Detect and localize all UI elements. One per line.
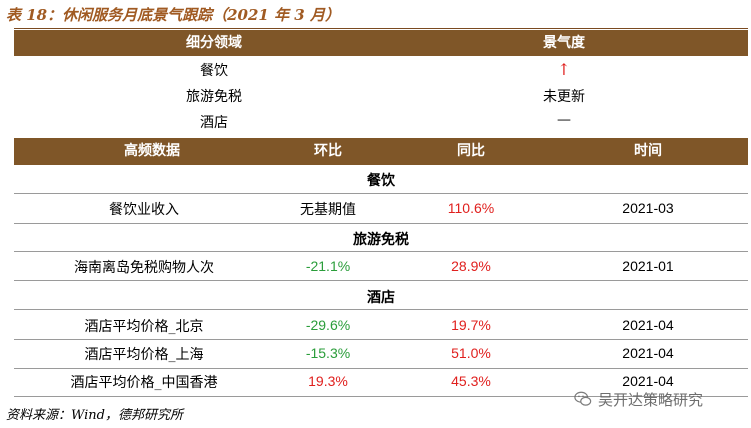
yoy-value: 28.9% <box>451 258 491 274</box>
section-title: 餐饮 <box>367 173 395 189</box>
header-sentiment: 景气度 <box>543 35 585 51</box>
table-title: 表 18：休闲服务月底景气跟踪（2021 年 3 月） <box>6 6 340 24</box>
indicator-label: 餐饮业收入 <box>109 202 179 218</box>
header-mom: 环比 <box>314 143 342 159</box>
indicator-label: 酒店平均价格_上海 <box>84 347 204 363</box>
yoy-value: 19.7% <box>451 317 491 333</box>
mom-value: -29.6% <box>305 317 351 333</box>
mom-value: -15.3% <box>305 345 351 361</box>
header-indicator: 高频数据 <box>124 143 180 159</box>
section-title: 酒店 <box>367 290 395 306</box>
indicator-label: 酒店平均价格_北京 <box>84 319 204 335</box>
row-divider <box>14 368 748 369</box>
mom-value: -21.1% <box>305 258 351 274</box>
data-header-row: 高频数据 环比 同比 时间 <box>14 138 748 165</box>
date-value: 2021-03 <box>622 200 674 216</box>
watermark-text: 吴开达策略研究 <box>598 390 704 409</box>
header-date: 时间 <box>634 143 662 159</box>
row-divider <box>14 223 748 224</box>
mom-value: 无基期值 <box>300 202 356 218</box>
header-yoy: 同比 <box>457 143 485 159</box>
sector-header-row: 细分领域 景气度 <box>14 30 748 56</box>
sector-row-label: 酒店 <box>200 115 228 131</box>
row-divider <box>14 251 748 252</box>
sentiment-value: — <box>557 112 571 128</box>
sector-row-label: 旅游免税 <box>186 89 242 105</box>
watermark: 吴开达策略研究 <box>574 386 703 412</box>
sentiment-up-arrow: ↑ <box>557 60 571 79</box>
header-sector: 细分领域 <box>186 35 242 51</box>
top-rule <box>14 28 748 29</box>
sector-row-label: 餐饮 <box>200 63 228 79</box>
row-divider <box>14 339 748 340</box>
row-divider <box>14 280 748 281</box>
yoy-value: 51.0% <box>451 345 491 361</box>
yoy-value: 110.6% <box>447 200 495 216</box>
date-value: 2021-04 <box>622 373 674 389</box>
indicator-label: 海南离岛免税购物人次 <box>74 260 214 276</box>
row-divider <box>14 193 748 194</box>
date-value: 2021-04 <box>622 345 674 361</box>
section-title: 旅游免税 <box>353 232 409 248</box>
row-divider <box>14 309 748 310</box>
wechat-icon <box>574 391 592 406</box>
mom-value: 19.3% <box>308 373 348 389</box>
bottom-rule <box>14 396 748 397</box>
sentiment-value: 未更新 <box>543 89 585 105</box>
yoy-value: 45.3% <box>451 373 491 389</box>
date-value: 2021-01 <box>622 258 674 274</box>
date-value: 2021-04 <box>622 317 674 333</box>
indicator-label: 酒店平均价格_中国香港 <box>70 375 218 391</box>
source-note: 资料来源：Wind，德邦研究所 <box>6 408 183 423</box>
